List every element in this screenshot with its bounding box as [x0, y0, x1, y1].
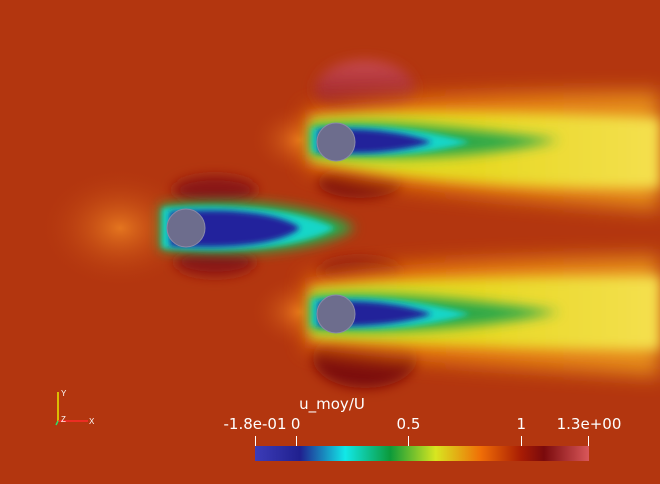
colorbar-tick	[588, 436, 589, 448]
colorbar-tick	[255, 436, 256, 448]
stagnation-glow	[40, 168, 200, 288]
colorbar-tick-label: -1.8e-01	[223, 415, 287, 433]
wake-upper	[305, 92, 660, 210]
colorbar-tick-label: 0.5	[396, 415, 421, 433]
orientation-axes[interactable]: Y Z X	[44, 384, 104, 434]
colorbar-title: u_moy/U	[299, 395, 365, 413]
lower-cylinder[interactable]	[316, 294, 356, 334]
upper-cylinder[interactable]	[316, 122, 356, 162]
middle-cylinder[interactable]	[166, 208, 206, 248]
colorbar-tick-label: 0	[290, 415, 301, 433]
colorbar-tick-label: 1.3e+00	[556, 415, 622, 433]
colorbar-tick	[521, 436, 522, 448]
y-axis-label: Y	[61, 389, 67, 398]
z-axis-line	[55, 420, 59, 426]
colorbar-tick-label: 1	[516, 415, 527, 433]
x-axis-label: X	[89, 417, 95, 426]
colorbar-gradient	[255, 446, 589, 461]
colorbar-tick	[408, 436, 409, 448]
z-axis-label: Z	[61, 415, 66, 424]
colorbar-tick	[296, 436, 297, 448]
